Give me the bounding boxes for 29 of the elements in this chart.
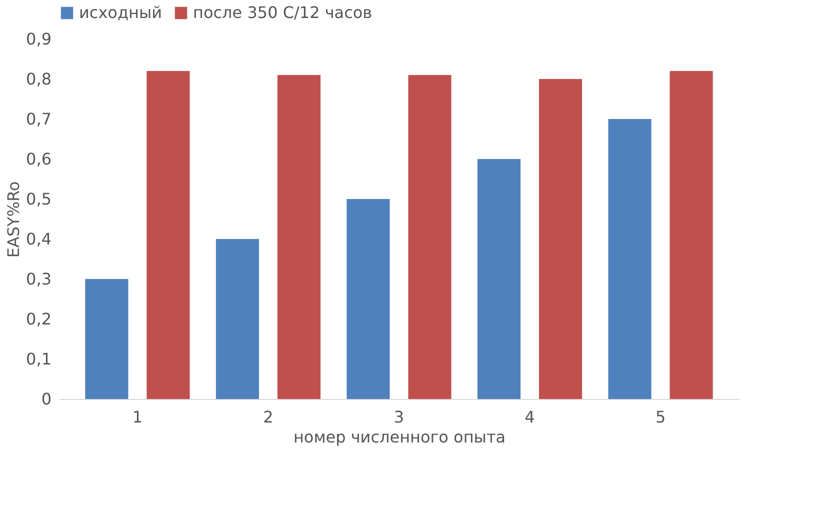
y-tick-label: 0,1	[26, 350, 52, 368]
x-tick-label: 1	[132, 408, 143, 426]
bar	[216, 239, 259, 399]
bar	[670, 71, 713, 399]
y-axis-title: EASY%Ro	[4, 181, 24, 258]
y-tick-label: 0,9	[26, 30, 52, 48]
y-tick-label: 0,6	[26, 150, 52, 168]
bar	[608, 119, 652, 399]
bar	[408, 75, 452, 399]
x-axis-title: номер численного опыта	[293, 428, 506, 446]
y-tick-label: 0,3	[26, 270, 52, 288]
bar	[85, 279, 128, 399]
bar	[277, 75, 321, 399]
y-tick-label: 0,2	[26, 310, 52, 328]
y-tick-label: 0,4	[26, 230, 52, 248]
bar	[539, 79, 582, 399]
x-tick-label: 3	[394, 408, 404, 426]
bar	[477, 159, 521, 399]
x-tick-label: 2	[263, 408, 274, 426]
bar	[146, 71, 190, 399]
x-tick-label: 5	[655, 408, 666, 426]
x-tick-label: 4	[524, 408, 535, 426]
y-tick-label: 0,5	[26, 190, 52, 208]
y-tick-label: 0,7	[26, 110, 52, 128]
y-tick-label: 0	[41, 390, 52, 408]
y-tick-label: 0,8	[26, 70, 52, 88]
legend-label: исходный	[79, 3, 162, 22]
legend-label: после 350 С/12 часов	[193, 3, 372, 22]
bar	[346, 199, 390, 399]
